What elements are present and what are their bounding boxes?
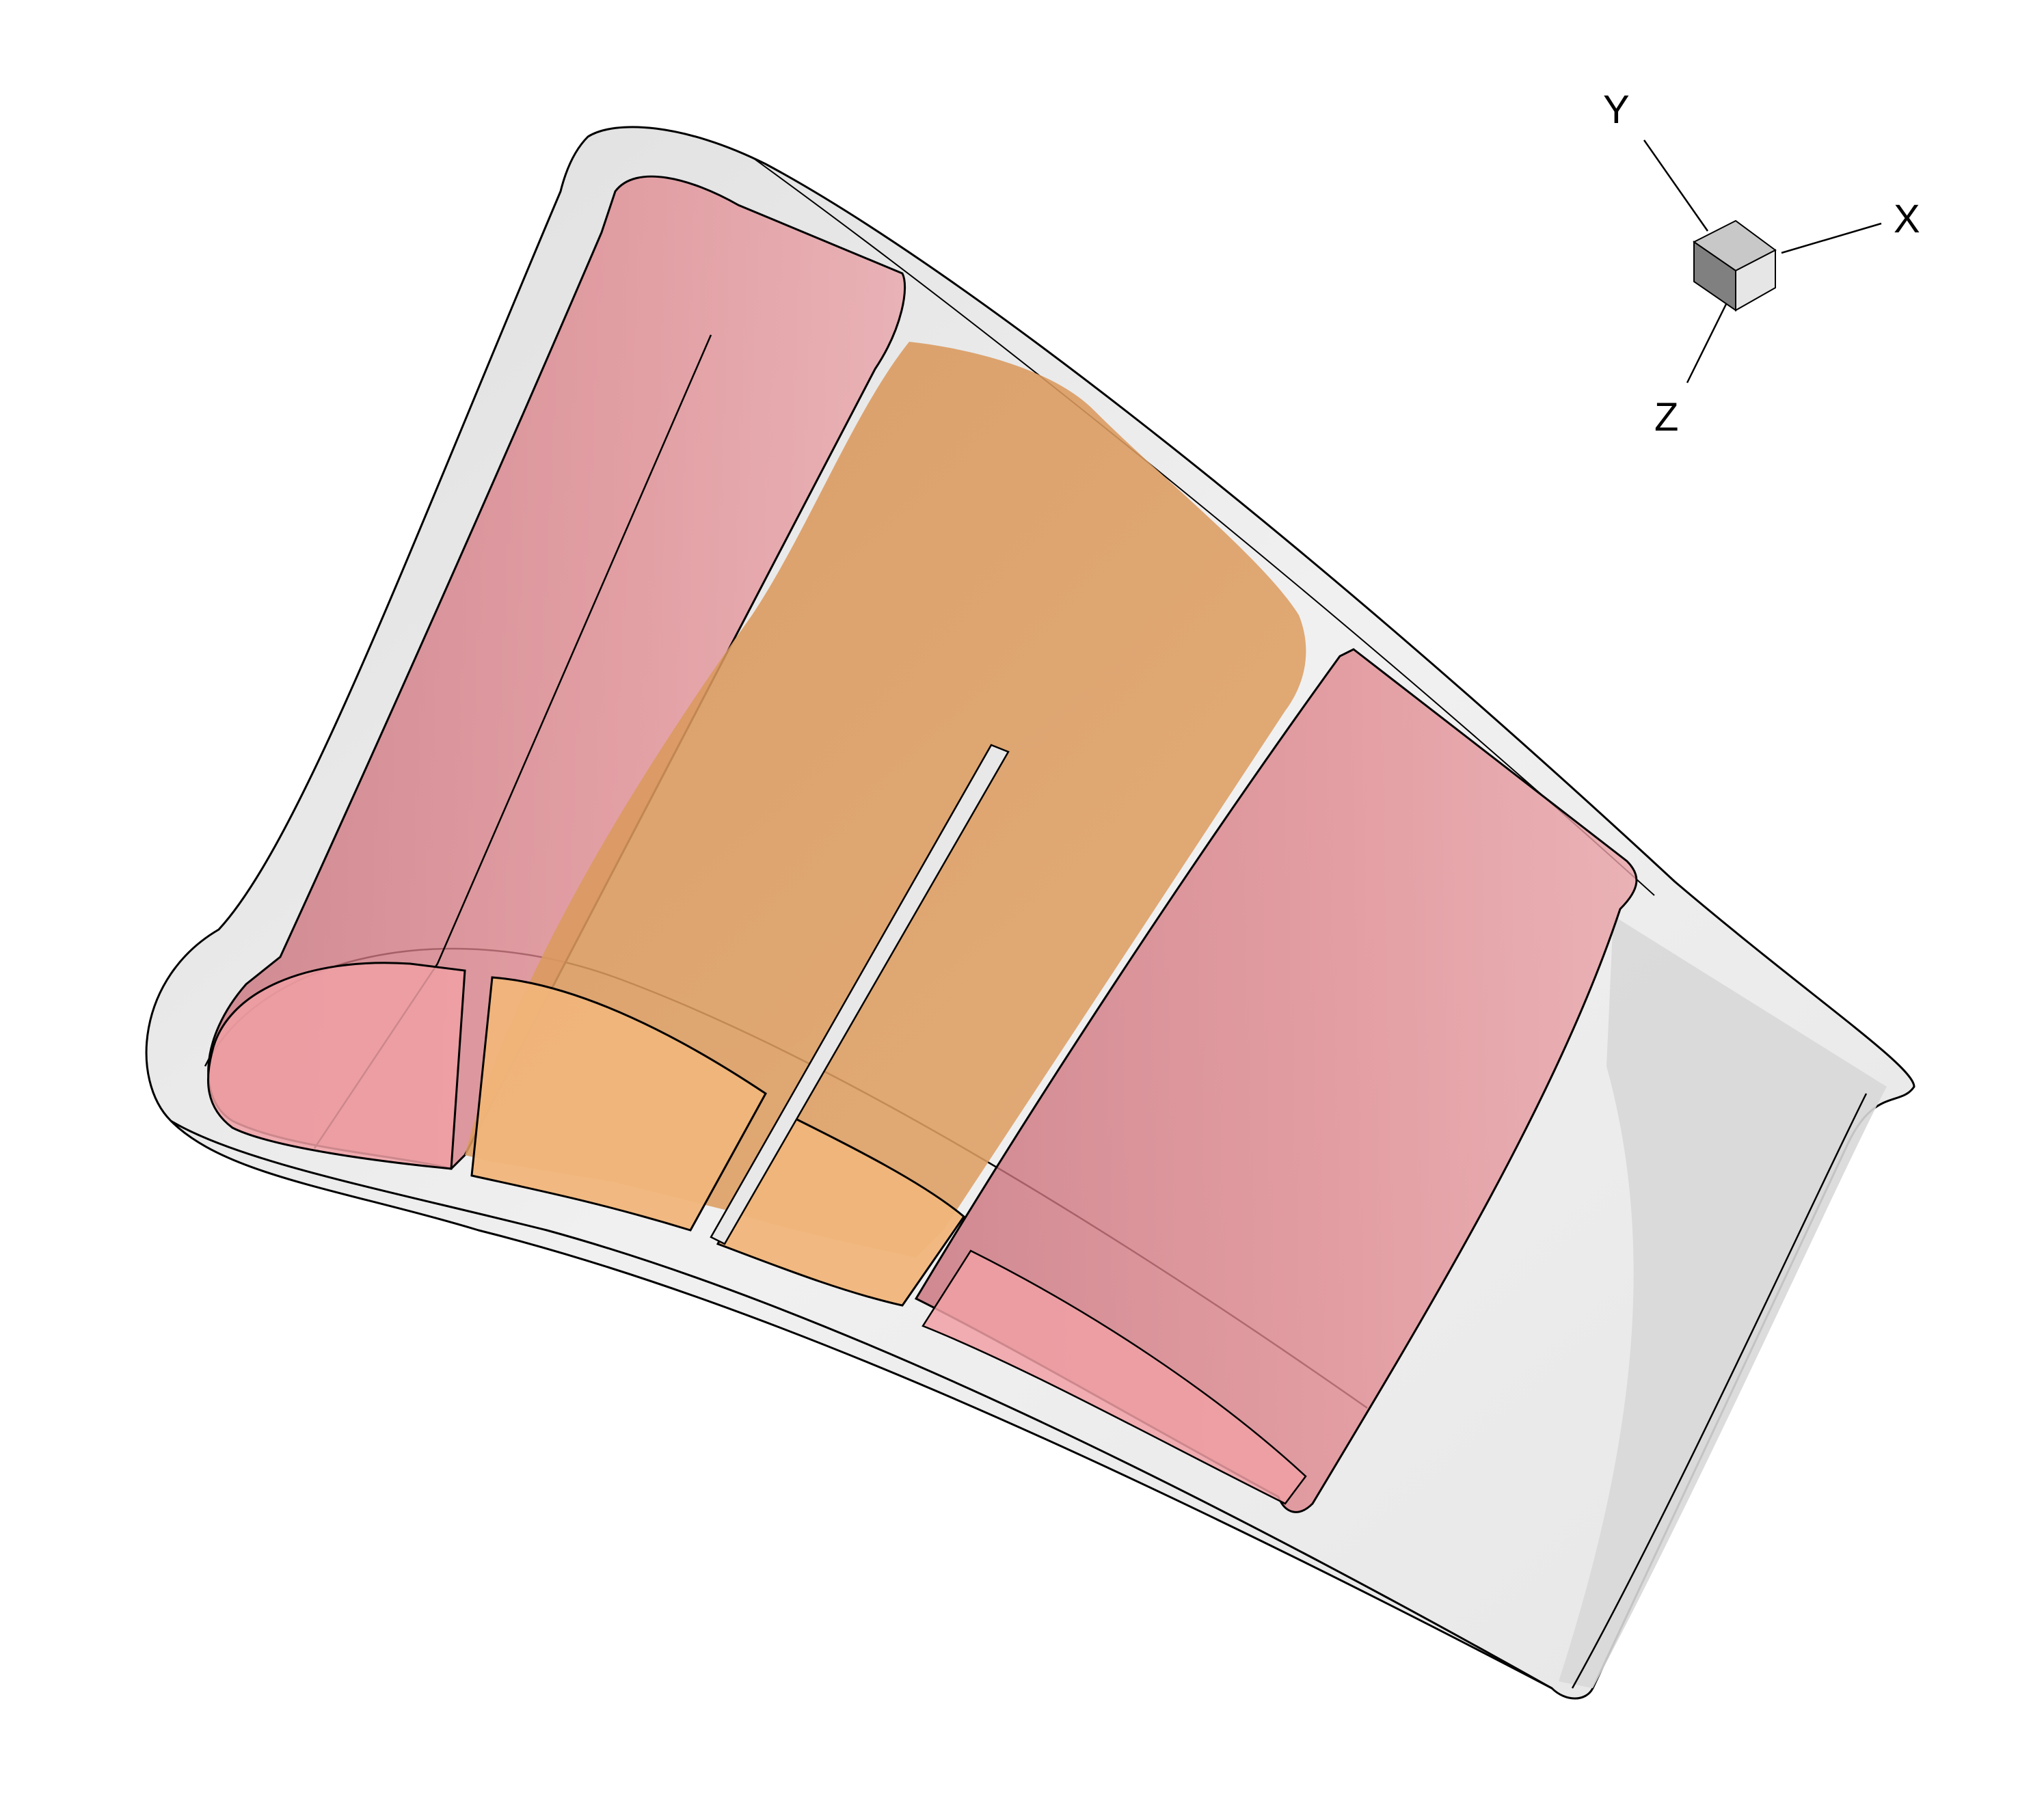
x-axis-line <box>1781 222 1882 254</box>
mid-cavity-base-left <box>470 976 767 1232</box>
leading-cavity-base <box>206 962 466 1170</box>
shell-bottom-edge <box>170 1120 1552 1690</box>
mid-cavity-slot <box>710 744 1010 1245</box>
axis-triad: Y X Z <box>1603 87 1920 439</box>
z-axis-line <box>1686 303 1727 383</box>
y-axis-label: Y <box>1603 87 1630 132</box>
leading-edge-cavity <box>206 175 906 1170</box>
trailing-cavity-base <box>922 1249 1307 1505</box>
trailing-face-panel <box>1559 916 1887 1688</box>
z-axis-label: Z <box>1654 395 1678 439</box>
trailing-cavity <box>914 648 1638 1513</box>
mid-cavity-body <box>465 342 1306 1258</box>
top-section-line <box>751 157 1655 896</box>
y-axis-line <box>1643 139 1709 232</box>
x-axis-label: X <box>1894 197 1920 241</box>
cube-right-face <box>1735 249 1776 312</box>
shell-trailing-edge-line <box>1571 1093 1868 1689</box>
mid-chord-cavity <box>465 342 1306 1307</box>
mid-cavity-base-right <box>716 1113 966 1307</box>
